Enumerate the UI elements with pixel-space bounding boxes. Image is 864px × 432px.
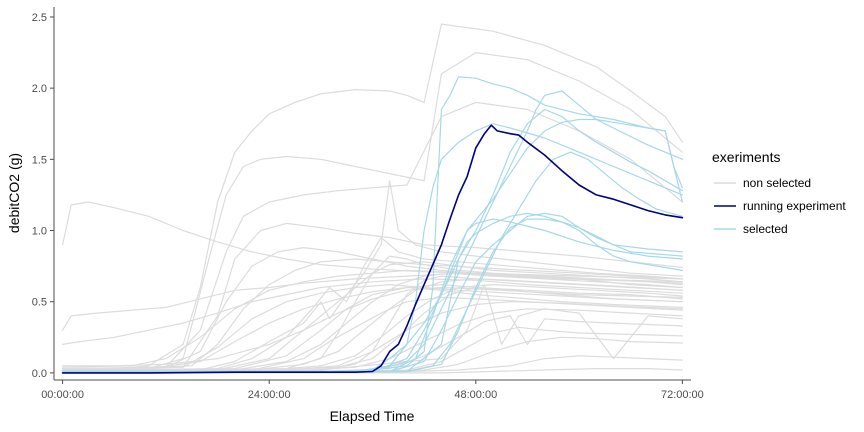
legend-entries: non selected running experiment selected <box>714 176 846 236</box>
series-line-non-selected-11 <box>62 261 683 373</box>
series-line-non-selected-3 <box>62 23 683 370</box>
legend: exeriments non selected running experimen… <box>712 149 846 236</box>
series-line-non-selected-21 <box>62 326 683 374</box>
series-line-non-selected-8 <box>62 258 683 371</box>
series-line-selected-35 <box>62 90 683 373</box>
y-axis-title: debitCO2 (g) <box>6 153 22 233</box>
series-line-selected-39 <box>62 212 683 373</box>
series-line-selected-38 <box>62 218 683 373</box>
series-line-non-selected-31 <box>62 286 683 367</box>
series-line-non-selected-30 <box>62 269 683 368</box>
series-line-non-selected-6 <box>62 222 683 371</box>
legend-title: exeriments <box>712 149 780 165</box>
y-tick-label-0: 0.0 <box>32 368 47 380</box>
y-tick-label-4: 2.0 <box>32 83 47 95</box>
series-line-running-experiment-42 <box>61 124 684 374</box>
series-line-non-selected-4 <box>62 52 683 371</box>
series-line-selected-37 <box>62 212 683 373</box>
series-line-non-selected-1 <box>62 272 683 331</box>
series-line-non-selected-29 <box>62 275 683 373</box>
series-line-non-selected-26 <box>62 284 683 371</box>
series-line-selected-34 <box>62 108 683 373</box>
y-axis-ticks: 0.0 0.5 1.0 1.5 2.0 2.5 <box>32 12 54 380</box>
series-line-non-selected-5 <box>62 101 683 370</box>
x-tick-label-2: 48:00:00 <box>454 389 497 401</box>
series-line-non-selected-27 <box>62 284 683 370</box>
legend-label-running-experiment: running experiment <box>743 199 846 213</box>
series-line-non-selected-12 <box>62 272 683 373</box>
series-line-non-selected-0 <box>62 201 683 283</box>
series-line-non-selected-13 <box>62 278 683 373</box>
series-line-non-selected-20 <box>62 315 683 374</box>
x-tick-label-1: 24:00:00 <box>248 389 291 401</box>
series-line-selected-33 <box>62 123 683 373</box>
series-line-non-selected-23 <box>62 355 683 374</box>
series-line-selected-41 <box>62 151 683 373</box>
y-tick-label-1: 0.5 <box>32 297 47 309</box>
y-tick-label-3: 1.5 <box>32 154 47 166</box>
series-line-selected-36 <box>62 118 683 373</box>
series-layer <box>61 23 684 374</box>
y-tick-label-2: 1.0 <box>32 226 47 238</box>
x-tick-label-3: 72:00:00 <box>661 389 704 401</box>
x-axis-ticks: 00:00:00 24:00:00 48:00:00 72:00:00 <box>41 380 704 401</box>
series-line-non-selected-9 <box>62 180 683 373</box>
series-line-non-selected-2 <box>62 278 683 345</box>
series-line-non-selected-10 <box>62 237 683 373</box>
series-line-non-selected-15 <box>62 286 683 373</box>
x-axis-title: Elapsed Time <box>330 408 415 424</box>
y-tick-label-5: 2.5 <box>32 12 47 24</box>
x-tick-label-0: 00:00:00 <box>41 389 84 401</box>
series-line-non-selected-28 <box>62 255 683 371</box>
legend-label-non-selected: non selected <box>743 176 811 190</box>
legend-label-selected: selected <box>743 222 788 236</box>
series-line-non-selected-18 <box>62 301 683 373</box>
series-line-non-selected-25 <box>62 284 683 374</box>
series-line-non-selected-22 <box>62 336 683 374</box>
series-line-non-selected-24 <box>62 368 683 374</box>
